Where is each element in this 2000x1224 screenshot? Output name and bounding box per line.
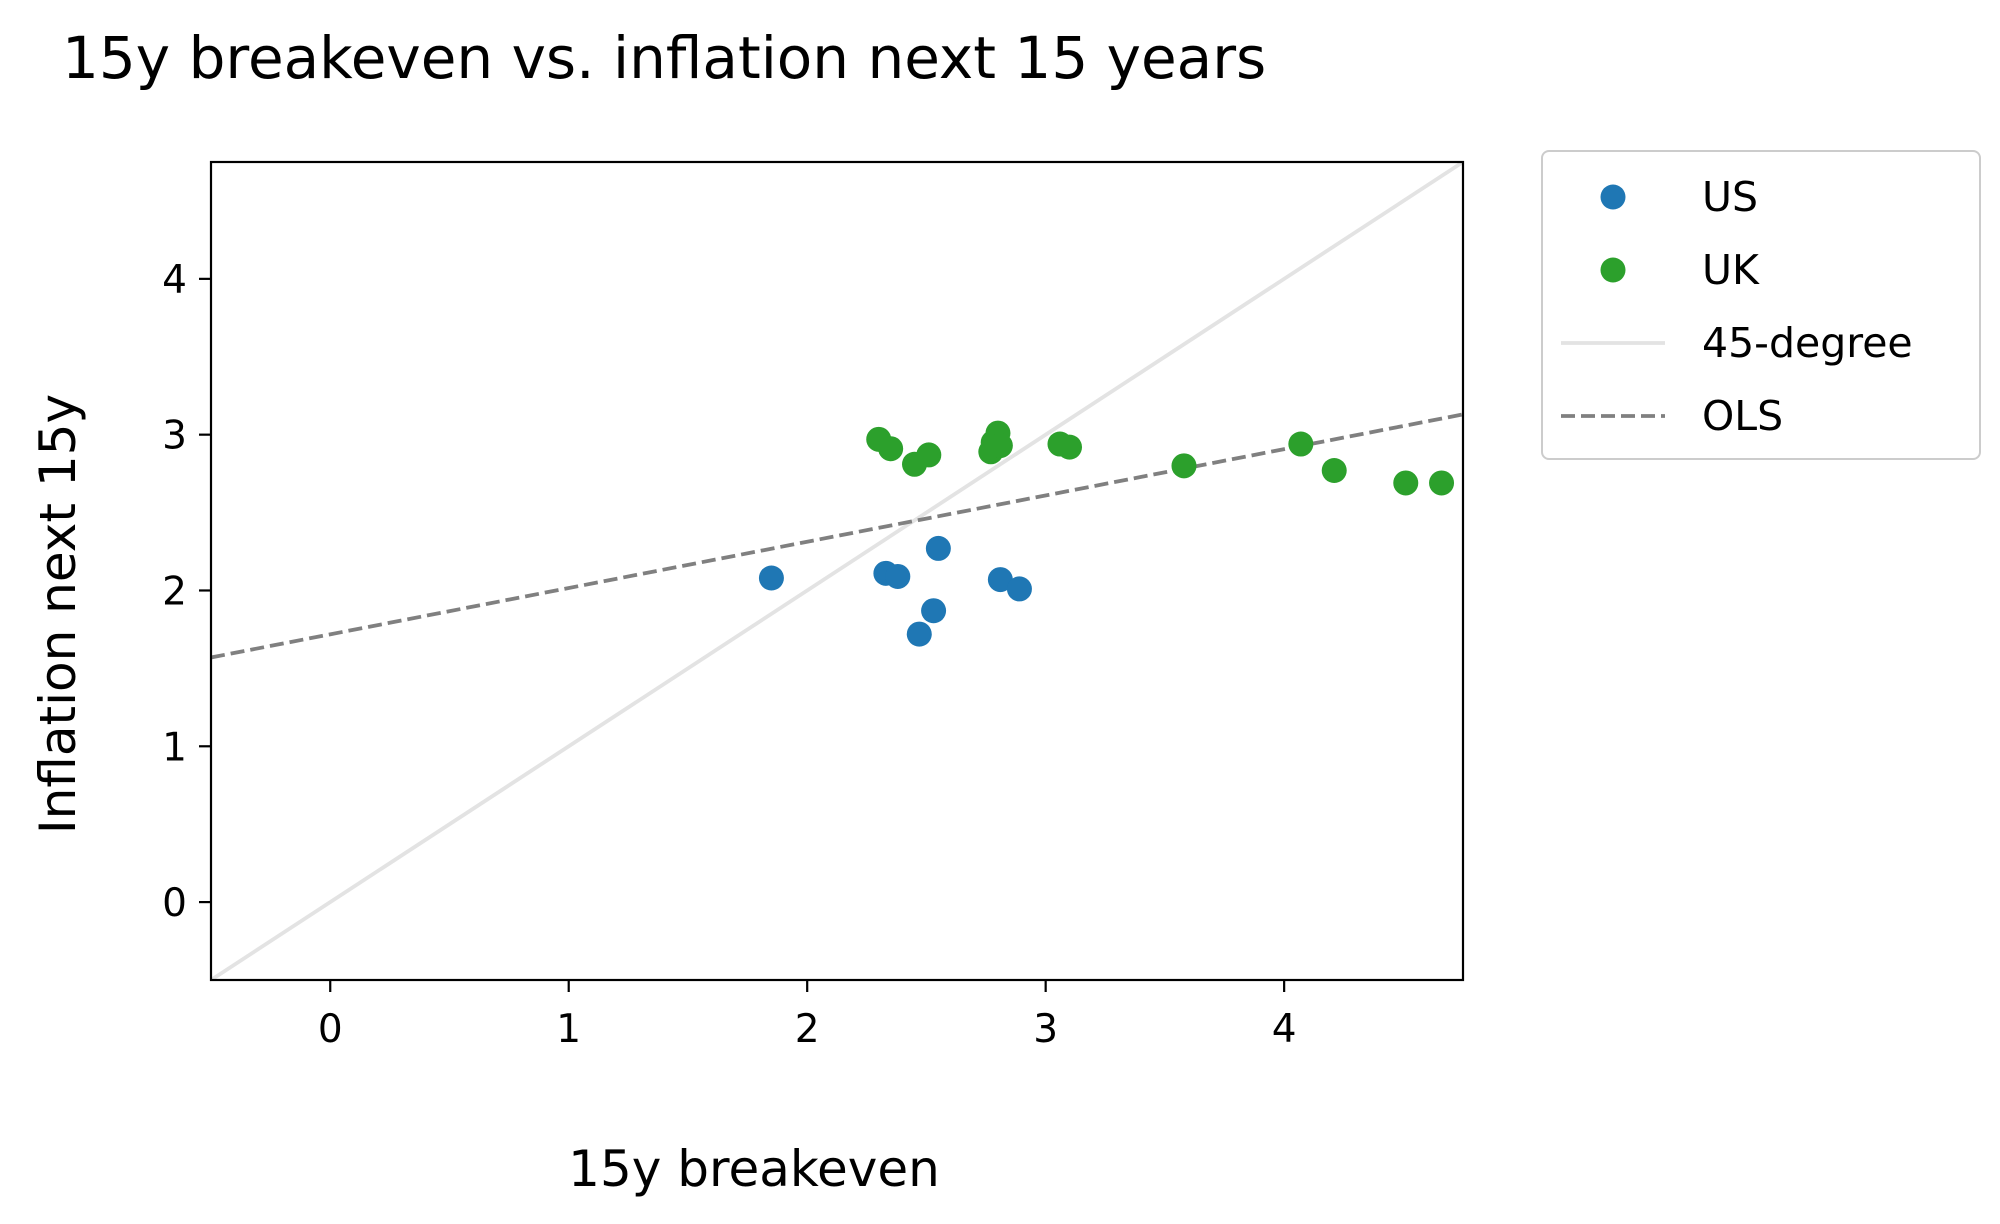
us-point-7 [987,567,1013,593]
us-point-4 [906,621,932,647]
y-tick-label: 4 [162,258,187,303]
y-tick-label: 3 [162,414,187,459]
legend-entry-uk: UK [1600,246,1760,294]
legend-label: 45-degree [1702,319,1913,367]
chart-title: 15y breakeven vs. inflation next 15 year… [62,24,1266,92]
uk-point-2 [878,436,904,462]
uk-point-14 [1393,470,1419,496]
plot-frame [209,160,1465,982]
x-tick-label: 2 [795,1007,820,1052]
uk-point-11 [1171,453,1197,479]
legend: US UK 45-degree OLS [1541,150,1981,460]
legend-frame [1541,150,1981,460]
uk-point-13 [1321,458,1347,484]
uk-point-10 [1057,434,1083,460]
x-tick-label: 1 [556,1007,581,1052]
x-tick-label: 0 [318,1007,343,1052]
legend-entry-ols: OLS [1561,392,1783,440]
legend-label: OLS [1702,392,1783,440]
us-point-8 [1006,576,1032,602]
uk-point-8 [987,433,1013,459]
y-tick-label: 2 [162,569,187,614]
legend-entry-us: US [1600,173,1758,221]
plot-area [211,162,1463,980]
legend-entry-45-degree: 45-degree [1561,319,1913,367]
y-axis-label: Inflation next 15y [29,394,87,834]
us-point-1 [758,565,784,591]
y-tick-label: 1 [162,725,187,770]
x-tick-label: 4 [1272,1007,1297,1052]
legend-marker [1600,184,1626,210]
forty-five-degree-line [211,162,1463,980]
x-axis-label: 15y breakeven [568,1140,940,1198]
uk-point-15 [1429,470,1455,496]
x-tick-label: 3 [1033,1007,1058,1052]
legend-marker [1600,257,1626,283]
uk-point-12 [1288,431,1314,457]
us-point-3 [885,563,911,589]
us-point-5 [921,598,947,624]
ols-line [211,412,1463,660]
y-tick-label: 0 [162,881,187,926]
legend-label: US [1702,173,1758,221]
legend-label: UK [1702,246,1760,294]
us-point-6 [925,535,951,561]
axes: 0 1 2 3 4 0 1 2 3 4 [162,258,1296,1052]
uk-point-4 [916,442,942,468]
